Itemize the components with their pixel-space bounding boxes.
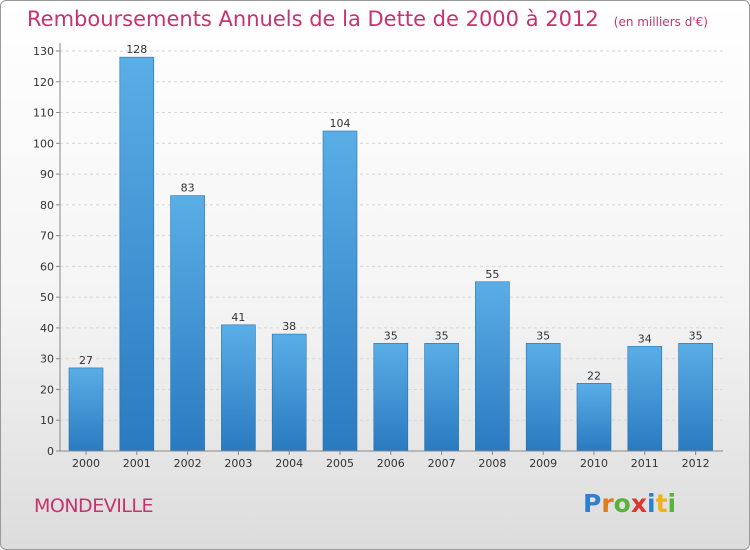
bar	[627, 346, 663, 452]
y-tick-label: 130	[33, 45, 54, 58]
bar	[271, 333, 307, 452]
y-tick-label: 100	[33, 137, 54, 150]
chart-title: Remboursements Annuels de la Dette de 20…	[27, 7, 708, 31]
bar	[373, 343, 409, 452]
bar	[525, 343, 561, 452]
bar	[68, 367, 104, 452]
labels: 0 10 20 30 40 50 60 70 80 90 100 110 120 130 27 2000 128…	[33, 43, 710, 470]
y-tick-label: 0	[47, 445, 54, 458]
bar-value-label: 83	[181, 182, 195, 195]
x-tick-label: 2005	[326, 457, 354, 470]
y-tick-label: 80	[40, 199, 54, 212]
bar	[221, 324, 256, 452]
y-tick-label: 110	[33, 107, 54, 120]
logo-letter: r	[601, 489, 614, 518]
bar-value-label: 35	[536, 329, 550, 342]
bar-value-label: 128	[126, 43, 147, 56]
logo-letter: i	[647, 489, 656, 518]
x-tick-label: 2003	[224, 457, 252, 470]
logo-letter: x	[630, 489, 647, 518]
x-tick-label: 2007	[428, 457, 456, 470]
bar-value-label: 34	[638, 332, 652, 345]
bars	[68, 56, 713, 452]
axes	[56, 43, 723, 455]
x-tick-label: 2006	[377, 457, 405, 470]
y-tick-label: 10	[40, 414, 54, 427]
proxiti-logo: Proxiti	[583, 489, 676, 518]
x-tick-label: 2000	[72, 457, 100, 470]
bar-value-label: 27	[79, 354, 93, 367]
x-tick-label: 2002	[174, 457, 202, 470]
y-tick-label: 50	[40, 291, 54, 304]
y-tick-label: 20	[40, 383, 54, 396]
logo-letter: i	[667, 489, 677, 518]
bar	[170, 195, 205, 452]
x-tick-label: 2010	[580, 457, 608, 470]
y-tick-label: 120	[33, 76, 54, 89]
bar-value-label: 38	[282, 320, 296, 333]
bar	[678, 343, 713, 452]
bar	[475, 281, 510, 452]
x-tick-label: 2012	[682, 457, 710, 470]
x-tick-label: 2009	[529, 457, 557, 470]
bar	[119, 56, 155, 452]
bar-value-label: 35	[435, 329, 449, 342]
chart-title-main: Remboursements Annuels de la Dette de 20…	[27, 7, 599, 31]
logo-letter: t	[655, 489, 668, 518]
chart-title-unit: (en milliers d'€)	[613, 15, 708, 29]
logo-letter: o	[613, 489, 631, 518]
y-tick-label: 40	[40, 322, 54, 335]
bar-value-label: 35	[689, 329, 703, 342]
bar	[576, 383, 612, 452]
bar-value-label: 22	[587, 369, 601, 382]
bar	[322, 130, 358, 452]
bar-value-label: 41	[231, 311, 245, 324]
bar	[424, 343, 459, 452]
bar-value-label: 35	[384, 329, 398, 342]
y-tick-label: 70	[40, 230, 54, 243]
x-tick-label: 2011	[631, 457, 659, 470]
x-tick-label: 2001	[123, 457, 151, 470]
bar-value-label: 55	[485, 268, 499, 281]
bar-value-label: 104	[330, 117, 351, 130]
y-tick-label: 90	[40, 168, 54, 181]
x-tick-label: 2004	[275, 457, 303, 470]
y-tick-label: 60	[40, 260, 54, 273]
logo-letter: P	[583, 489, 602, 518]
y-tick-label: 30	[40, 353, 54, 366]
town-name: MONDEVILLE	[34, 495, 153, 517]
x-tick-label: 2008	[478, 457, 506, 470]
